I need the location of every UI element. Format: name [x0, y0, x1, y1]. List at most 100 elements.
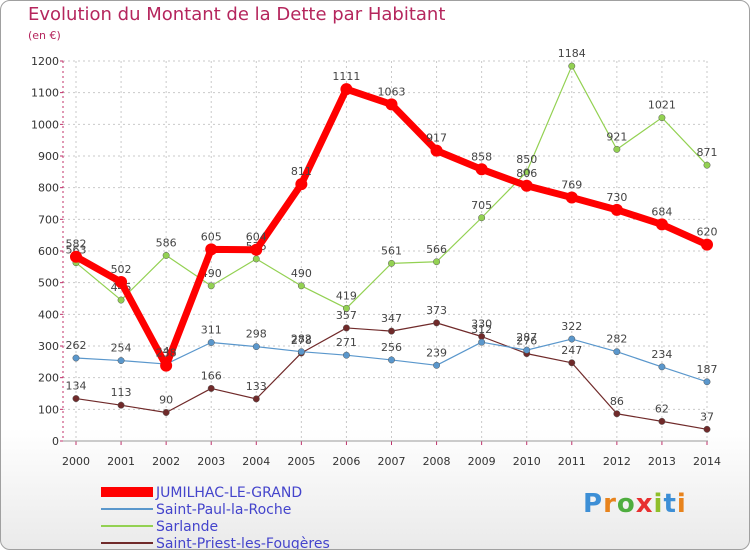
data-point: [475, 163, 488, 176]
data-point: [207, 384, 215, 392]
data-label: 166: [201, 369, 222, 382]
data-label: 330: [471, 318, 492, 331]
data-label: 858: [471, 150, 492, 163]
data-label: 490: [291, 267, 312, 280]
data-label: 563: [66, 244, 87, 257]
data-label: 282: [291, 333, 312, 346]
x-tick-label: 2012: [603, 455, 631, 468]
data-point: [388, 356, 395, 364]
data-label: 312: [471, 323, 492, 336]
data-point: [478, 214, 486, 222]
data-point: [342, 324, 350, 332]
data-point: [72, 395, 80, 403]
logo-letter: P: [583, 489, 604, 519]
logo-letter: i: [653, 489, 664, 519]
logo-letter: i: [676, 489, 687, 519]
data-label: 262: [66, 339, 87, 352]
data-label: 254: [111, 342, 132, 355]
data-label: 133: [246, 380, 267, 393]
y-tick-label: 500: [38, 277, 59, 290]
x-tick-label: 2001: [107, 455, 135, 468]
data-point: [342, 351, 350, 359]
x-tick-label: 2008: [423, 455, 451, 468]
data-point: [117, 296, 125, 304]
data-label: 187: [697, 363, 718, 376]
y-tick-label: 700: [38, 213, 59, 226]
proxiti-logo: Proxiti: [583, 489, 687, 519]
y-tick-label: 600: [38, 245, 59, 258]
legend-label: Saint-Priest-les-Fougères: [156, 536, 330, 550]
y-tick-label: 400: [38, 308, 59, 321]
data-point: [340, 83, 353, 96]
x-tick-label: 2005: [287, 455, 315, 468]
data-label: 586: [156, 236, 177, 249]
data-point: [162, 409, 170, 416]
y-tick-label: 1100: [31, 87, 59, 100]
data-point: [478, 338, 486, 346]
data-point: [703, 425, 711, 433]
data-label: 37: [700, 410, 714, 423]
data-point: [613, 410, 621, 418]
data-label: 620: [697, 226, 718, 239]
data-point: [117, 401, 125, 409]
legend-label: Saint-Paul-la-Roche: [156, 502, 292, 518]
data-label: 705: [471, 199, 492, 212]
data-point: [252, 255, 260, 263]
y-tick-label: 200: [38, 372, 59, 385]
data-point: [117, 357, 125, 365]
data-point: [613, 348, 621, 356]
data-label: 566: [426, 243, 447, 256]
data-point: [295, 178, 308, 191]
data-label: 134: [66, 380, 87, 393]
data-label: 278: [291, 334, 312, 347]
x-tick-label: 2009: [468, 455, 496, 468]
data-label: 921: [606, 130, 627, 143]
y-tick-label: 300: [38, 340, 59, 353]
data-label: 256: [381, 341, 402, 354]
data-point: [565, 191, 578, 204]
chart-unit: (en €): [28, 29, 61, 42]
data-point: [433, 361, 441, 369]
data-label: 605: [201, 230, 222, 243]
data-label: 238: [156, 347, 177, 360]
legend-swatch: [101, 542, 153, 544]
legend-swatch: [101, 508, 153, 510]
data-label: 730: [606, 191, 627, 204]
data-label: 90: [159, 394, 173, 407]
legend-swatch: [101, 525, 153, 527]
x-tick-label: 2003: [197, 455, 225, 468]
data-label: 311: [201, 324, 222, 337]
data-point: [658, 417, 666, 425]
x-tick-label: 2014: [693, 455, 721, 468]
y-tick-label: 800: [38, 182, 59, 195]
data-point: [207, 282, 215, 290]
data-point: [207, 339, 215, 346]
data-label: 811: [291, 165, 312, 178]
data-label: 604: [246, 231, 267, 244]
data-label: 582: [66, 238, 87, 251]
data-point: [433, 319, 441, 327]
logo-letter: r: [603, 489, 617, 519]
data-label: 234: [651, 348, 672, 361]
x-tick-label: 2007: [378, 455, 406, 468]
data-label: 561: [381, 244, 402, 257]
data-label: 1184: [558, 47, 586, 60]
data-label: 287: [516, 331, 537, 344]
data-point: [385, 98, 398, 111]
data-point: [568, 359, 576, 367]
data-label: 1021: [648, 99, 676, 112]
data-label: 1063: [378, 85, 406, 98]
data-label: 239: [426, 346, 447, 359]
data-label: 86: [610, 395, 624, 408]
data-label: 62: [655, 402, 669, 415]
data-label: 271: [336, 336, 357, 349]
data-label: 806: [516, 167, 537, 180]
x-tick-label: 2013: [648, 455, 676, 468]
x-tick-label: 2011: [558, 455, 586, 468]
data-point: [568, 335, 576, 343]
logo-letter: t: [663, 489, 677, 519]
x-tick-label: 2000: [62, 455, 90, 468]
x-tick-label: 2006: [332, 455, 360, 468]
chart-title: Evolution du Montant de la Dette par Hab…: [28, 4, 446, 25]
